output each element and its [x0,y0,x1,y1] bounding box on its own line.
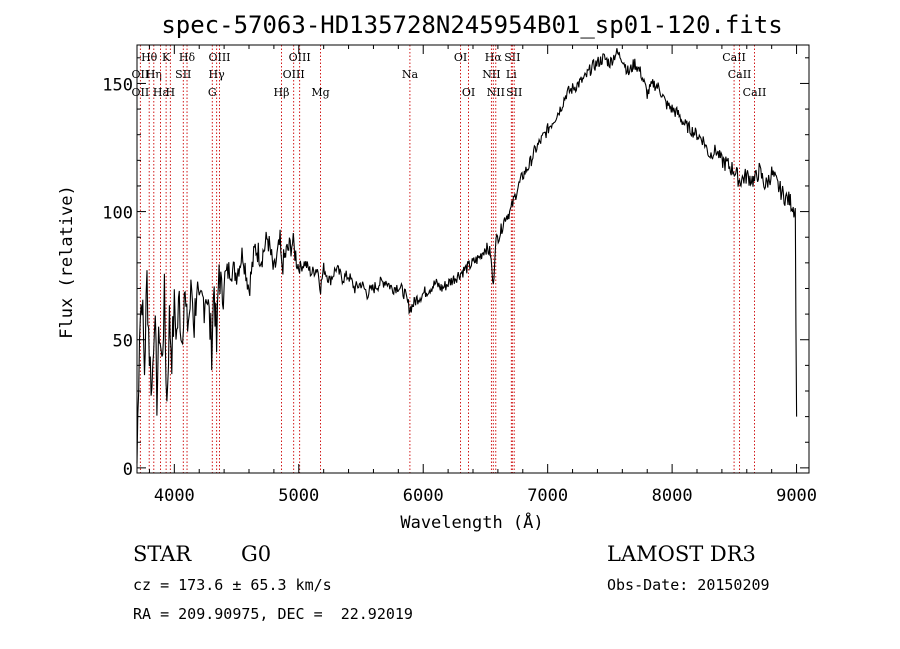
spectral-line-label: Hη [146,68,162,81]
spectral-line-label: OII [132,86,150,99]
spectral-line-label: SII [504,51,520,64]
y-axis-label: Flux (relative) [57,185,77,339]
coordinates: RA = 209.90975, DEC = 22.92019 [133,605,413,623]
object-type: STAR [133,542,192,566]
spectral-line-label: K [162,51,171,64]
redshift-value: cz = 173.6 ± 65.3 km/s [133,576,332,594]
spectral-line-label: CaII [722,51,746,64]
y-tick-label: 50 [113,332,133,352]
spectral-line-label: Hα [485,51,503,64]
survey-name: LAMOST DR3 [607,542,756,566]
x-tick-label: 4000 [154,486,195,506]
spectral-line-label: CaII [728,68,752,81]
chart-title: spec-57063-HD135728N245954B01_sp01-120.f… [161,11,782,39]
spectral-line-label: Na [402,68,419,81]
spectral-line-label: Hθ [141,51,158,64]
y-axis: 0 50 100 150 [102,57,809,480]
x-tick-label: 5000 [278,486,319,506]
spectral-line-label: Li [506,68,517,81]
spectral-line-label: NII [482,68,500,81]
x-tick-label: 8000 [652,486,693,506]
spectral-line-label: SII [506,86,522,99]
y-tick-label: 100 [102,204,133,224]
spectral-line-label: Hβ [274,86,290,99]
spectral-line-label: Hγ [209,68,226,81]
spectral-line-label: OII [132,68,150,81]
x-tick-label: 6000 [403,486,444,506]
x-axis-label: Wavelength (Å) [400,511,543,533]
spectral-line-label: OI [454,51,467,64]
y-tick-label: 0 [123,460,133,480]
spectral-line-label: CaII [743,86,767,99]
x-axis: 4000 5000 6000 7000 8000 9000 [148,45,817,506]
spectral-line-label: OI [462,86,475,99]
spectral-line-label: OIII [289,51,311,64]
spectral-line-label: OIII [283,68,305,81]
spectral-line-label: Hδ [179,51,196,64]
spectral-line-label: G [208,86,217,99]
flux-series-line [136,48,798,464]
spectral-line-label: H [166,86,176,99]
x-tick-label: 7000 [527,486,568,506]
spectral-line-label: SII [175,68,191,81]
obs-date: Obs-Date: 20150209 [607,576,770,594]
spectral-line-label: NII [487,86,505,99]
y-tick-label: 150 [102,75,133,95]
subclass: G0 [241,542,271,566]
x-tick-label: 9000 [776,486,817,506]
spectral-line-label: Mg [311,86,329,99]
spectral-line-label: Hε [153,86,169,99]
spectral-line-label: OIII [208,51,230,64]
